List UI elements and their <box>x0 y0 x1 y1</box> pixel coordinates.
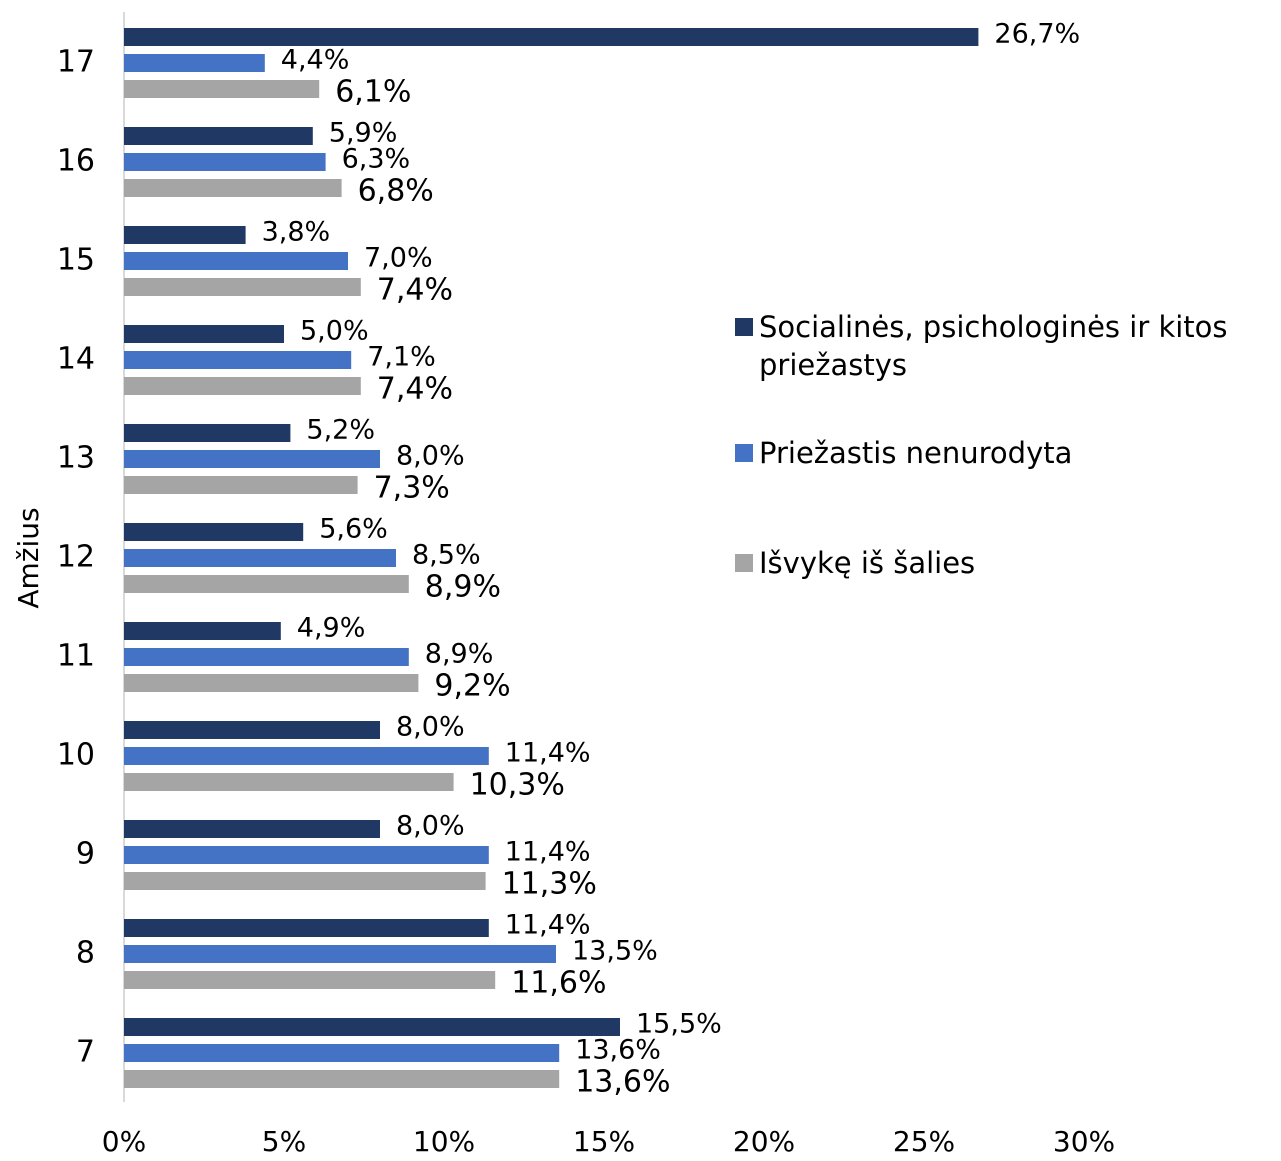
bar <box>124 153 326 171</box>
value-label: 8,0% <box>396 811 465 842</box>
bar <box>124 351 352 369</box>
value-label: 5,0% <box>300 316 369 347</box>
value-label: 13,6% <box>575 1035 661 1066</box>
value-label: 3,8% <box>262 217 331 248</box>
y-axis-label: Amžius <box>12 507 45 608</box>
value-label: 13,6% <box>575 1065 670 1100</box>
value-label: 7,4% <box>377 273 453 308</box>
bar <box>124 252 348 270</box>
value-label: 15,5% <box>636 1009 722 1040</box>
bar <box>124 747 489 765</box>
legend-item: Socialinės, psichologinės ir kitos priež… <box>735 308 1280 384</box>
value-label: 11,4% <box>505 837 591 868</box>
value-label: 6,3% <box>342 144 411 175</box>
legend-label: Išvykę iš šalies <box>759 546 976 580</box>
bar <box>124 377 361 395</box>
bar <box>124 450 380 468</box>
bar <box>124 846 489 864</box>
bar <box>124 648 409 666</box>
bar <box>124 971 496 989</box>
bar <box>124 820 380 838</box>
value-label: 8,9% <box>425 570 501 605</box>
bar <box>124 945 556 963</box>
legend-swatch <box>735 444 753 462</box>
y-tick-label: 17 <box>57 45 95 80</box>
y-tick-label: 15 <box>57 243 95 278</box>
legend-item: Priežastis nenurodyta <box>735 434 1280 472</box>
x-tick-label: 15% <box>573 1125 635 1158</box>
bar <box>124 80 320 98</box>
bar <box>124 523 304 541</box>
bar <box>124 622 281 640</box>
value-label: 8,9% <box>425 639 494 670</box>
y-tick-label: 7 <box>76 1035 95 1070</box>
y-tick-label: 10 <box>57 738 95 773</box>
y-tick-label: 8 <box>76 936 95 971</box>
bar <box>124 773 454 791</box>
y-tick-label: 11 <box>57 639 95 674</box>
bar <box>124 278 361 296</box>
legend-label: Priežastis nenurodyta <box>759 436 1073 470</box>
value-label: 5,9% <box>329 118 398 149</box>
value-label: 11,3% <box>502 867 597 902</box>
x-tick-label: 0% <box>102 1125 146 1158</box>
value-label: 26,7% <box>994 19 1080 50</box>
bar <box>124 872 486 890</box>
legend: Socialinės, psichologinės ir kitos priež… <box>735 308 1280 582</box>
y-tick-label: 13 <box>57 441 95 476</box>
value-label: 7,0% <box>364 243 433 274</box>
bar <box>124 575 409 593</box>
bar <box>124 721 380 739</box>
value-label: 4,9% <box>297 613 366 644</box>
legend-label: Socialinės, psichologinės ir kitos priež… <box>759 310 1228 382</box>
value-label: 8,0% <box>396 712 465 743</box>
y-tick-label: 12 <box>57 540 95 575</box>
x-tick-label: 25% <box>893 1125 955 1158</box>
value-label: 9,2% <box>434 669 510 704</box>
value-label: 7,3% <box>374 471 450 506</box>
bar <box>124 424 291 442</box>
bar <box>124 127 313 145</box>
bar <box>124 179 342 197</box>
x-tick-label: 20% <box>733 1125 795 1158</box>
value-label: 10,3% <box>470 768 565 803</box>
y-tick-label: 16 <box>57 144 95 179</box>
bar <box>124 28 979 46</box>
bar <box>124 226 246 244</box>
y-tick-label: 14 <box>57 342 95 377</box>
bar <box>124 325 284 343</box>
legend-item: Išvykę iš šalies <box>735 544 1280 582</box>
value-label: 4,4% <box>281 45 350 76</box>
value-label: 6,1% <box>335 75 411 110</box>
legend-swatch <box>735 318 753 336</box>
value-label: 11,4% <box>505 910 591 941</box>
bar <box>124 1044 560 1062</box>
value-label: 8,5% <box>412 540 481 571</box>
bar <box>124 476 358 494</box>
value-label: 13,5% <box>572 936 658 967</box>
y-tick-label: 9 <box>76 837 95 872</box>
value-label: 7,1% <box>367 342 436 373</box>
value-label: 11,4% <box>505 738 591 769</box>
value-label: 11,6% <box>511 966 606 1001</box>
value-label: 5,6% <box>319 514 388 545</box>
value-label: 5,2% <box>306 415 375 446</box>
bar <box>124 919 489 937</box>
value-label: 7,4% <box>377 372 453 407</box>
x-tick-label: 10% <box>413 1125 475 1158</box>
bar <box>124 1070 560 1088</box>
x-tick-label: 5% <box>262 1125 306 1158</box>
value-label: 8,0% <box>396 441 465 472</box>
bar <box>124 549 396 567</box>
legend-swatch <box>735 554 753 572</box>
x-tick-label: 30% <box>1053 1125 1115 1158</box>
bar <box>124 54 265 72</box>
bar <box>124 1018 620 1036</box>
bar <box>124 674 419 692</box>
value-label: 6,8% <box>358 174 434 209</box>
